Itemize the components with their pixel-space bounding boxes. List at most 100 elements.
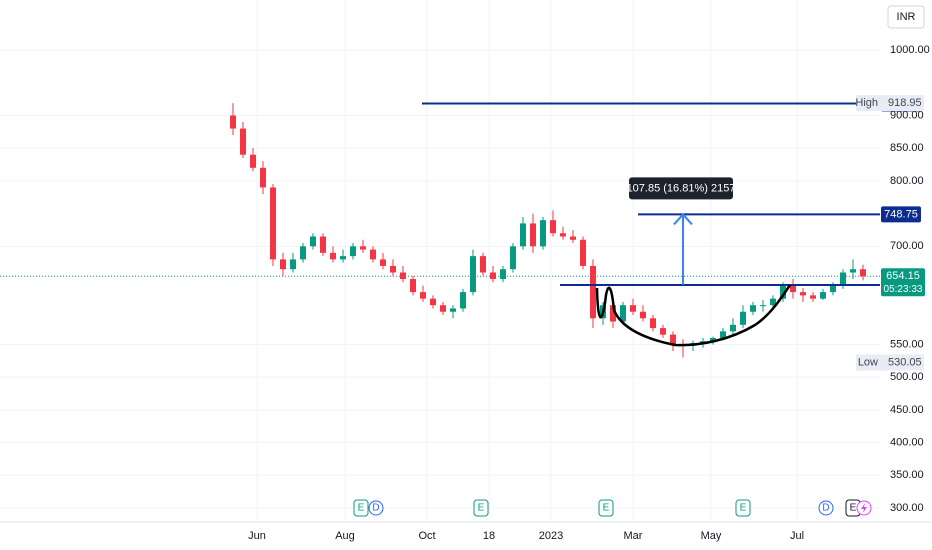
candle-body xyxy=(860,269,866,277)
y-tick-label: 300.00 xyxy=(890,502,924,514)
candle-body xyxy=(840,272,846,286)
y-tick-label: 550.00 xyxy=(890,338,924,350)
low-value: 530.05 xyxy=(888,356,922,368)
candle-body xyxy=(520,223,526,247)
currency-box[interactable] xyxy=(887,5,925,29)
candle-body xyxy=(320,236,326,253)
candle-body xyxy=(400,272,406,280)
candle-body xyxy=(240,128,246,155)
candle-body xyxy=(410,279,416,293)
level-label: 748.75 xyxy=(884,208,918,220)
x-tick-label: Oct xyxy=(418,530,435,542)
arrow-head xyxy=(673,212,693,226)
last-price-box xyxy=(881,268,925,297)
candle-body xyxy=(350,246,356,257)
level-label-box xyxy=(881,206,921,223)
x-tick-label: Aug xyxy=(335,530,355,542)
x-tick-label: 2023 xyxy=(539,530,563,542)
event-letter: E xyxy=(850,503,857,514)
candle-body xyxy=(380,259,386,266)
candle-body xyxy=(310,236,316,247)
candle-body xyxy=(670,334,676,345)
candle-body xyxy=(270,187,276,260)
event-letter: D xyxy=(372,503,379,514)
candle-body xyxy=(230,115,236,129)
event-icon[interactable] xyxy=(353,499,369,517)
event-icon[interactable] xyxy=(818,500,834,516)
candle-body xyxy=(300,246,306,260)
candle-body xyxy=(810,295,816,299)
candle-body xyxy=(330,252,336,260)
low-label: Low xyxy=(858,356,878,368)
y-tick-label: 850.00 xyxy=(890,142,924,154)
candle-body xyxy=(620,305,626,322)
event-icon[interactable] xyxy=(368,500,384,516)
high-label-box xyxy=(856,95,924,112)
event-icon[interactable] xyxy=(598,499,614,517)
x-tick-label: May xyxy=(701,530,722,542)
candle-body xyxy=(730,324,736,332)
cup-drawing xyxy=(595,284,792,347)
y-tick-label: 500.00 xyxy=(890,371,924,383)
measure-label: 107.85 (16.81%) 2157 xyxy=(627,182,736,194)
candle-body xyxy=(450,308,456,312)
candle-body xyxy=(750,305,756,312)
candle-body xyxy=(590,265,596,319)
candle-body xyxy=(780,285,786,299)
low-label-box xyxy=(856,354,924,371)
candle-body xyxy=(250,154,256,168)
event-letter: D xyxy=(822,503,829,514)
x-tick-label: Mar xyxy=(624,530,643,542)
candle-body xyxy=(850,269,856,273)
candle-body xyxy=(480,256,486,273)
candle-body xyxy=(500,269,506,280)
y-tick-label: 700.00 xyxy=(890,240,924,252)
candle-body xyxy=(470,256,476,293)
candle-body xyxy=(640,311,646,319)
y-tick-label: 400.00 xyxy=(890,436,924,448)
candle-body xyxy=(290,259,296,270)
candle-body xyxy=(370,249,376,260)
currency: INR xyxy=(897,11,916,23)
candle-body xyxy=(540,220,546,247)
candle-body xyxy=(440,305,446,312)
y-tick-label: 450.00 xyxy=(890,404,924,416)
candle-body xyxy=(390,265,396,273)
y-tick-label: 900.00 xyxy=(890,109,924,121)
candle-body xyxy=(570,236,576,240)
candle-body xyxy=(800,292,806,296)
candle-body xyxy=(820,292,826,299)
candle-body xyxy=(340,256,346,260)
candle-body xyxy=(430,298,436,306)
candle-body xyxy=(760,305,766,307)
candle-body xyxy=(280,259,286,270)
high-label: High xyxy=(855,97,878,109)
candle-body xyxy=(710,337,716,342)
candle-body xyxy=(580,239,586,266)
candle-body xyxy=(460,292,466,309)
plot: 107.85 (16.81%) 2157 xyxy=(0,102,880,358)
candle-body xyxy=(650,318,656,329)
measure-box xyxy=(629,177,733,200)
event-icon[interactable] xyxy=(473,499,489,517)
candle-body xyxy=(770,298,776,306)
y-tick-label: 800.00 xyxy=(890,175,924,187)
last-price-label: 654.15 xyxy=(886,270,920,282)
y-tick-label: 350.00 xyxy=(890,469,924,481)
candle-body xyxy=(630,305,636,312)
grid xyxy=(0,0,880,522)
event-icon[interactable] xyxy=(735,499,751,517)
candle-body xyxy=(360,246,366,250)
events: E D E E E D E xyxy=(353,499,872,517)
candle-body xyxy=(790,285,796,293)
candle-body xyxy=(260,167,266,188)
candle-body xyxy=(660,328,666,335)
x-tick-label: 18 xyxy=(483,530,495,542)
candle-body xyxy=(610,305,616,322)
event-letter: E xyxy=(603,503,610,514)
candle-body xyxy=(510,246,516,270)
candle-body xyxy=(490,272,496,280)
event-letter: E xyxy=(478,503,485,514)
